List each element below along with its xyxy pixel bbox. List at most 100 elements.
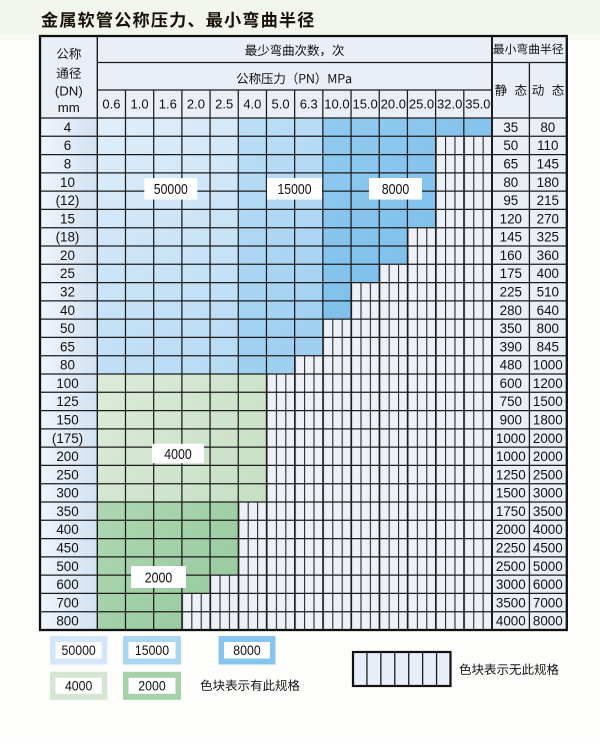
svg-text:10: 10 [60,175,75,190]
svg-text:6000: 6000 [533,577,563,592]
svg-text:(12): (12) [56,193,80,208]
svg-text:50: 50 [503,138,518,153]
svg-text:40: 40 [60,303,75,318]
svg-text:35.0: 35.0 [465,97,490,112]
svg-text:15000: 15000 [278,181,312,198]
svg-text:95: 95 [503,193,518,208]
svg-text:1750: 1750 [496,504,526,519]
svg-text:15000: 15000 [135,642,169,658]
svg-text:6: 6 [64,138,71,153]
svg-text:280: 280 [500,303,522,318]
svg-text:4.0: 4.0 [243,97,261,112]
svg-text:150: 150 [56,413,78,428]
svg-text:32.0: 32.0 [437,97,462,112]
svg-text:1200: 1200 [533,376,563,391]
svg-text:6.3: 6.3 [300,97,318,112]
svg-text:270: 270 [537,211,559,226]
svg-text:640: 640 [537,303,559,318]
svg-text:8000: 8000 [533,614,563,629]
svg-text:900: 900 [500,413,522,428]
svg-text:225: 225 [500,285,522,300]
svg-text:350: 350 [500,321,522,336]
svg-text:175: 175 [500,266,522,281]
svg-text:20.0: 20.0 [381,97,406,112]
svg-text:4: 4 [64,120,72,135]
svg-text:2.5: 2.5 [215,97,233,112]
svg-text:350: 350 [56,504,78,519]
svg-text:15.0: 15.0 [352,97,377,112]
svg-text:1500: 1500 [496,486,526,501]
svg-text:80: 80 [60,358,75,373]
svg-text:845: 845 [537,339,559,354]
svg-text:1000: 1000 [533,358,563,373]
svg-text:0.6: 0.6 [102,97,120,112]
svg-text:(175): (175) [52,431,83,446]
svg-text:25: 25 [60,266,75,281]
svg-text:145: 145 [537,157,559,172]
svg-text:100: 100 [56,376,78,391]
svg-text:1250: 1250 [496,467,526,482]
svg-text:5000: 5000 [533,559,563,574]
svg-text:2.0: 2.0 [187,97,205,112]
svg-text:750: 750 [500,394,522,409]
svg-text:25.0: 25.0 [409,97,434,112]
svg-text:120: 120 [500,211,522,226]
svg-text:50: 50 [60,321,75,336]
svg-text:600: 600 [56,577,78,592]
svg-text:10.0: 10.0 [324,97,349,112]
svg-text:180: 180 [537,175,559,190]
svg-text:80: 80 [540,120,555,135]
svg-text:80: 80 [503,175,518,190]
svg-text:8000: 8000 [233,642,261,658]
svg-text:65: 65 [60,339,75,354]
svg-text:360: 360 [537,248,559,263]
svg-text:700: 700 [56,595,78,610]
svg-text:215: 215 [537,193,559,208]
svg-text:1000: 1000 [496,449,526,464]
svg-text:8: 8 [64,157,71,172]
svg-text:32: 32 [60,285,75,300]
svg-text:110: 110 [537,138,558,153]
svg-text:2000: 2000 [496,522,526,537]
svg-text:1500: 1500 [533,394,563,409]
svg-text:480: 480 [500,358,522,373]
svg-text:2250: 2250 [496,541,526,556]
svg-text:200: 200 [56,449,78,464]
svg-text:300: 300 [56,486,78,501]
svg-text:3500: 3500 [496,595,526,610]
svg-text:390: 390 [500,339,522,354]
svg-text:65: 65 [503,157,518,172]
svg-text:2000: 2000 [145,569,173,586]
svg-text:3500: 3500 [533,504,563,519]
svg-text:800: 800 [56,614,78,629]
svg-text:3000: 3000 [496,577,526,592]
svg-text:325: 325 [537,230,559,245]
svg-text:(18): (18) [56,230,80,245]
svg-text:400: 400 [537,266,559,281]
svg-text:2500: 2500 [533,467,563,482]
svg-text:510: 510 [537,285,559,300]
svg-text:(DN): (DN) [55,84,83,99]
svg-text:2000: 2000 [138,678,166,694]
svg-text:4000: 4000 [65,678,93,694]
svg-text:5.0: 5.0 [272,97,290,112]
svg-text:3000: 3000 [533,486,563,501]
svg-text:7000: 7000 [533,595,563,610]
svg-text:2000: 2000 [533,431,563,446]
svg-text:600: 600 [500,376,522,391]
svg-text:125: 125 [56,394,78,409]
svg-text:8000: 8000 [382,181,410,198]
svg-text:1.0: 1.0 [131,97,149,112]
svg-text:mm: mm [58,100,80,115]
svg-text:4000: 4000 [533,522,563,537]
svg-text:4000: 4000 [164,446,192,463]
svg-text:15: 15 [60,211,75,226]
svg-text:145: 145 [500,230,522,245]
svg-text:450: 450 [56,541,78,556]
svg-text:1000: 1000 [496,431,526,446]
svg-text:2000: 2000 [533,449,563,464]
svg-text:35: 35 [503,120,518,135]
svg-text:1.6: 1.6 [159,97,177,112]
svg-text:500: 500 [56,559,78,574]
svg-text:4000: 4000 [496,614,526,629]
